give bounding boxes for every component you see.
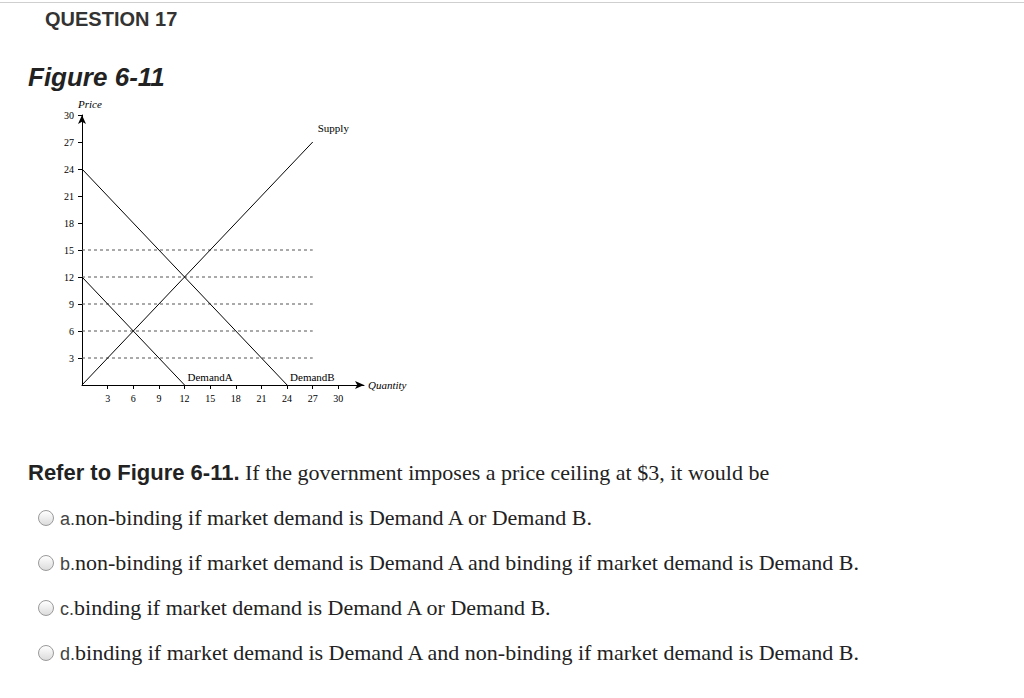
html-text:b.non-binding if market demand: b.non-binding if market demand is Demand… bbox=[60, 550, 859, 575]
svg-text:DemandB: DemandB bbox=[290, 371, 335, 383]
html-text:c.binding if market demand is: c.binding if market demand is Demand A o… bbox=[60, 595, 551, 620]
svg-text:12: 12 bbox=[180, 393, 190, 404]
svg-text:12: 12 bbox=[64, 272, 74, 283]
svg-text:3: 3 bbox=[69, 353, 74, 364]
svg-text:21: 21 bbox=[64, 191, 74, 202]
svg-text:Price: Price bbox=[77, 98, 102, 110]
html-text:d.binding if market demand is: d.binding if market demand is Demand A a… bbox=[60, 640, 859, 665]
svg-text:27: 27 bbox=[64, 137, 74, 148]
svg-text:30: 30 bbox=[333, 393, 343, 404]
svg-text:15: 15 bbox=[64, 245, 74, 256]
svg-text:9: 9 bbox=[156, 393, 161, 404]
svg-text:24: 24 bbox=[64, 164, 74, 175]
svg-text:DemandA: DemandA bbox=[188, 371, 233, 383]
svg-text:30: 30 bbox=[64, 110, 74, 121]
svg-text:24: 24 bbox=[282, 393, 292, 404]
svg-text:Supply: Supply bbox=[318, 122, 350, 134]
svg-text:6: 6 bbox=[131, 393, 136, 404]
html-text:Figure 6-11: Figure 6-11 bbox=[28, 62, 165, 92]
html-text:a.non-binding if market demand: a.non-binding if market demand is Demand… bbox=[60, 505, 592, 530]
svg-text:27: 27 bbox=[308, 393, 318, 404]
svg-text:18: 18 bbox=[64, 218, 74, 229]
svg-text:9: 9 bbox=[69, 299, 74, 310]
svg-text:18: 18 bbox=[231, 393, 241, 404]
html-text:Refer to Figure 6-11. If the g: Refer to Figure 6-11. If the government … bbox=[28, 460, 770, 485]
svg-text:15: 15 bbox=[205, 393, 215, 404]
html-text:QUESTION 17: QUESTION 17 bbox=[45, 8, 178, 30]
svg-text:6: 6 bbox=[69, 326, 74, 337]
svg-text:3: 3 bbox=[105, 393, 110, 404]
svg-text:Quantity: Quantity bbox=[368, 379, 407, 391]
svg-text:21: 21 bbox=[256, 393, 266, 404]
